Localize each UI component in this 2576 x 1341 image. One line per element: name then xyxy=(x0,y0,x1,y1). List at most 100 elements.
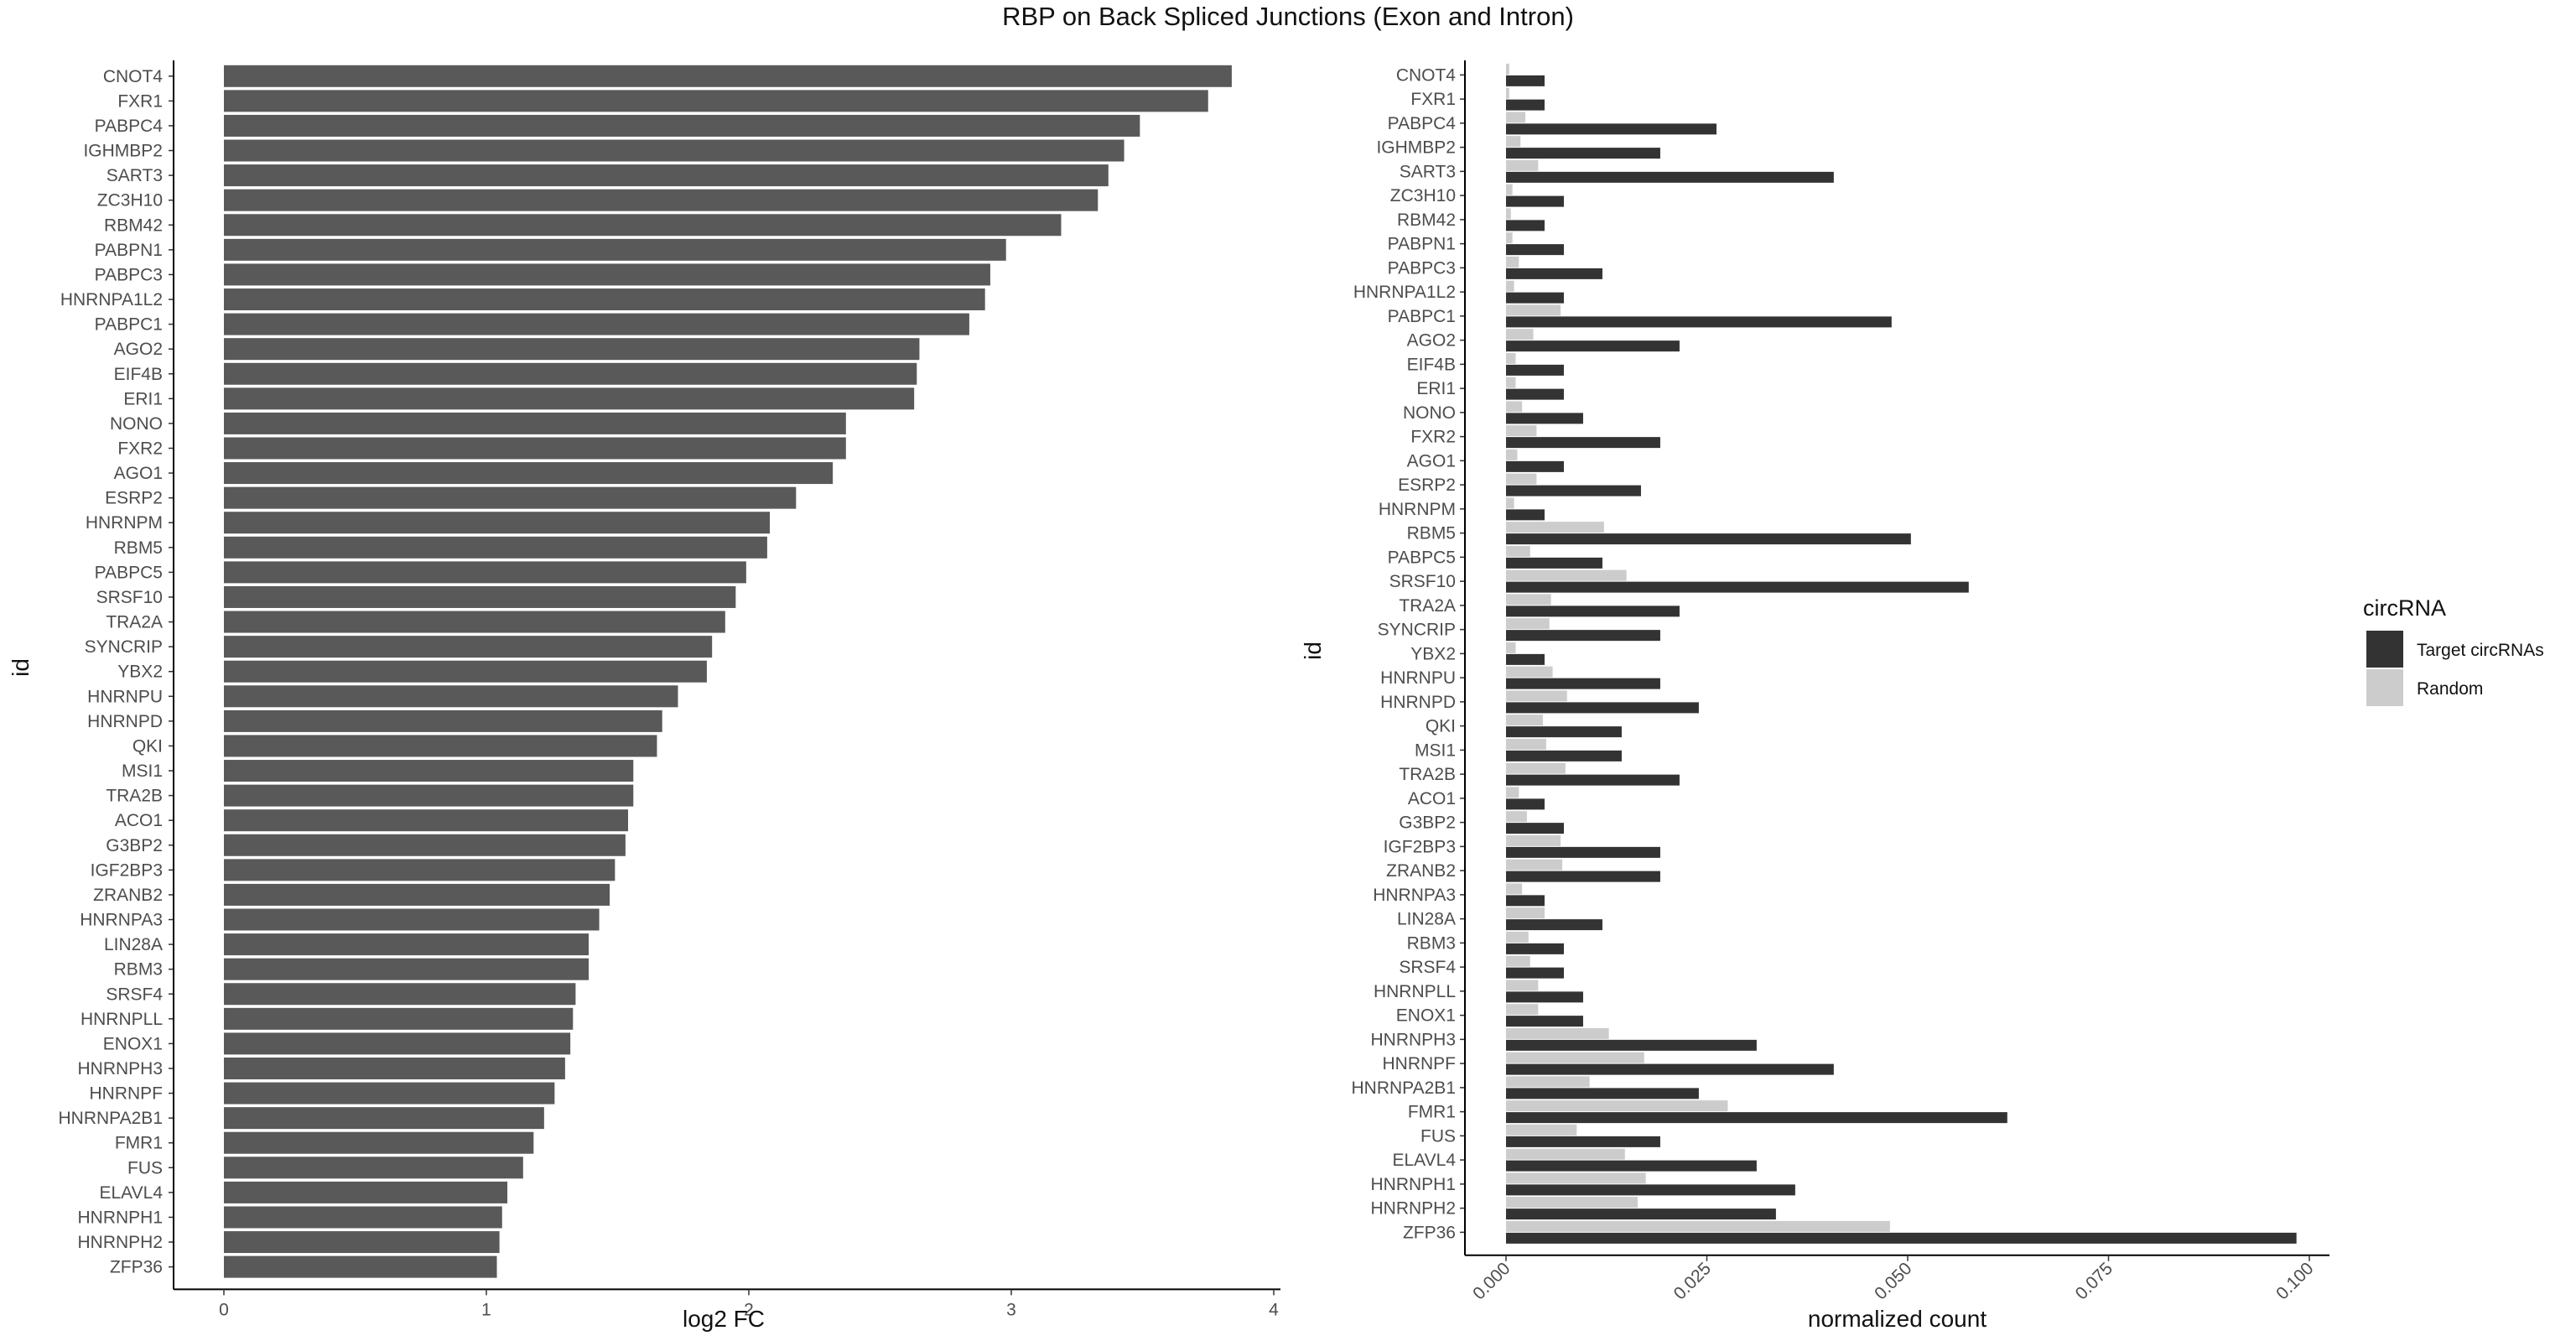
legend-key-random xyxy=(2366,669,2403,706)
y-tick-label-srsf4: SRSF4 xyxy=(106,985,163,1004)
y-tick-label-g3bp2: G3BP2 xyxy=(106,836,163,855)
bar-random-fxr2 xyxy=(1506,425,1537,437)
bar-random-hnrnpu xyxy=(1506,666,1553,678)
bar-target-pabpc5 xyxy=(1506,557,1602,569)
bar-random-hnrnpa2b1 xyxy=(1506,1076,1590,1088)
legend-key-target-circrnas xyxy=(2366,631,2403,668)
bar-zranb2 xyxy=(224,883,610,906)
bar-target-msi1 xyxy=(1506,750,1622,761)
y-tick-label-pabpc3: PABPC3 xyxy=(1388,258,1456,278)
y-tick-label-qki: QKI xyxy=(1426,717,1456,736)
y-tick-label-fmr1: FMR1 xyxy=(115,1134,163,1153)
y-tick-label-hnrnpa3: HNRNPA3 xyxy=(80,911,163,930)
bar-random-ybx2 xyxy=(1506,642,1516,653)
bar-hnrnpa3 xyxy=(224,908,600,931)
y-tick-label-pabpn1: PABPN1 xyxy=(95,241,163,260)
bar-pabpc3 xyxy=(224,263,990,286)
bar-random-pabpc3 xyxy=(1506,256,1519,268)
x-tick-label-0-050: 0.050 xyxy=(1871,1259,1915,1303)
bar-target-zc3h10 xyxy=(1506,195,1564,207)
bar-target-tra2a xyxy=(1506,606,1680,617)
y-tick-label-pabpc3: PABPC3 xyxy=(95,265,163,284)
y-tick-label-enox1: ENOX1 xyxy=(1396,1006,1456,1026)
bar-zc3h10 xyxy=(224,189,1098,211)
y-tick-label-tra2a: TRA2A xyxy=(106,613,163,632)
bar-pabpc1 xyxy=(224,313,969,335)
bar-target-zranb2 xyxy=(1506,871,1660,882)
bar-target-fxr2 xyxy=(1506,437,1660,449)
bar-random-pabpc4 xyxy=(1506,112,1525,123)
y-tick-label-enox1: ENOX1 xyxy=(103,1034,163,1053)
bar-target-rbm5 xyxy=(1506,533,1911,545)
y-tick-label-ighmbp2: IGHMBP2 xyxy=(83,142,163,161)
y-tick-label-hnrnpm: HNRNPM xyxy=(1379,500,1456,519)
bar-eri1 xyxy=(224,387,915,410)
x-tick-label-2: 2 xyxy=(744,1300,754,1319)
y-tick-label-srsf4: SRSF4 xyxy=(1399,958,1456,977)
bar-tra2b xyxy=(224,784,634,807)
bar-random-qki xyxy=(1506,715,1544,726)
bar-random-elavl4 xyxy=(1506,1148,1625,1160)
bar-target-srsf10 xyxy=(1506,581,1969,593)
y-tick-label-fxr1: FXR1 xyxy=(117,91,163,111)
bar-target-fus xyxy=(1506,1136,1660,1147)
y-tick-label-fmr1: FMR1 xyxy=(1408,1103,1456,1122)
bar-ago2 xyxy=(224,338,920,361)
bar-target-hnrnph3 xyxy=(1506,1039,1757,1051)
bar-target-hnrnpf xyxy=(1506,1063,1834,1075)
bar-target-hnrnpa1l2 xyxy=(1506,292,1564,304)
y-tick-label-esrp2: ESRP2 xyxy=(105,489,163,508)
bar-random-fmr1 xyxy=(1506,1100,1728,1112)
y-tick-label-hnrnpa3: HNRNPA3 xyxy=(1373,886,1456,905)
bar-random-enox1 xyxy=(1506,1004,1539,1016)
bar-target-syncrip xyxy=(1506,630,1660,642)
y-tick-label-hnrnpu: HNRNPU xyxy=(1380,668,1456,688)
bar-random-syncrip xyxy=(1506,618,1550,630)
bar-random-g3bp2 xyxy=(1506,811,1527,823)
y-tick-label-hnrnpll: HNRNPLL xyxy=(1374,982,1456,1001)
y-tick-label-msi1: MSI1 xyxy=(1415,741,1456,760)
x-tick-label-1: 1 xyxy=(481,1300,491,1319)
y-tick-label-pabpc1: PABPC1 xyxy=(1388,307,1456,326)
bar-random-esrp2 xyxy=(1506,473,1537,485)
y-tick-label-syncrip: SYNCRIP xyxy=(85,637,163,657)
y-tick-label-pabpc5: PABPC5 xyxy=(95,563,163,582)
y-tick-label-lin28a: LIN28A xyxy=(104,935,163,954)
x-tick-label-4: 4 xyxy=(1269,1300,1279,1319)
bar-target-hnrnpa2b1 xyxy=(1506,1088,1699,1099)
y-tick-label-sart3: SART3 xyxy=(1400,162,1456,181)
bar-random-fus xyxy=(1506,1124,1577,1136)
bar-random-cnot4 xyxy=(1506,63,1509,75)
bar-random-igf2bp3 xyxy=(1506,834,1561,846)
bar-hnrnpu xyxy=(224,685,678,708)
y-tick-label-sart3: SART3 xyxy=(106,166,163,185)
y-tick-label-lin28a: LIN28A xyxy=(1397,910,1456,929)
bar-target-lin28a xyxy=(1506,919,1602,931)
y-tick-label-ybx2: YBX2 xyxy=(117,663,163,682)
y-tick-label-rbm5: RBM5 xyxy=(1407,524,1456,543)
legend-title: circRNA xyxy=(2363,595,2446,621)
bar-qki xyxy=(224,735,657,757)
bar-tra2a xyxy=(224,611,725,633)
bar-random-hnrnph3 xyxy=(1506,1027,1609,1039)
x-tick-label-0: 0 xyxy=(219,1300,229,1319)
y-tick-label-fxr1: FXR1 xyxy=(1410,90,1456,109)
bar-random-hnrnpd xyxy=(1506,690,1567,702)
y-tick-label-pabpn1: PABPN1 xyxy=(1388,235,1456,254)
bar-msi1 xyxy=(224,760,634,782)
y-tick-label-pabpc4: PABPC4 xyxy=(1388,114,1457,133)
bar-random-hnrnpll xyxy=(1506,980,1539,991)
bar-hnrnpf xyxy=(224,1082,555,1105)
y-tick-label-srsf10: SRSF10 xyxy=(96,588,163,607)
x-tick-label-0-100: 0.100 xyxy=(2272,1259,2317,1303)
bar-target-srsf4 xyxy=(1506,967,1564,979)
bar-random-ighmbp2 xyxy=(1506,136,1521,148)
y-tick-label-ago2: AGO2 xyxy=(1407,331,1456,351)
y-tick-label-zc3h10: ZC3H10 xyxy=(97,191,163,211)
y-tick-label-zc3h10: ZC3H10 xyxy=(1390,186,1456,205)
bar-hnrnpa1l2 xyxy=(224,288,985,311)
y-tick-label-nono: NONO xyxy=(1403,403,1456,423)
bar-random-pabpn1 xyxy=(1506,232,1513,244)
y-tick-label-ighmbp2: IGHMBP2 xyxy=(1376,138,1456,158)
y-tick-label-zfp36: ZFP36 xyxy=(1403,1223,1456,1242)
